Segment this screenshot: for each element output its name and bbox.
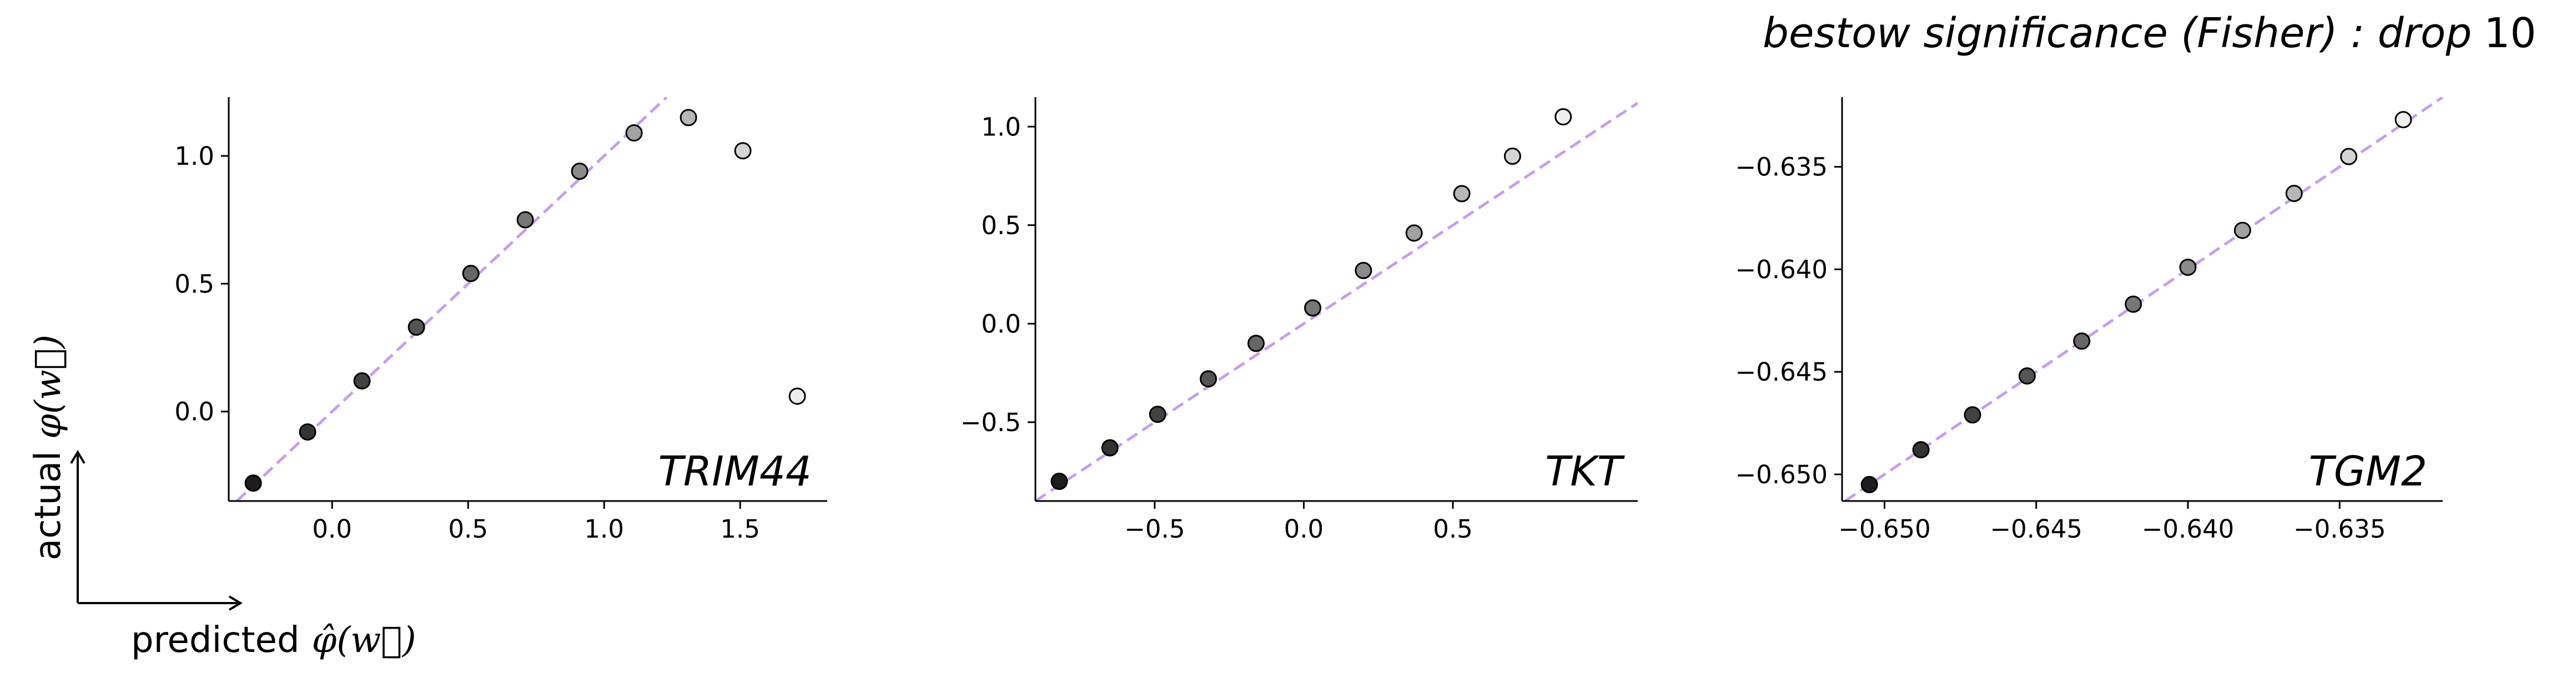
data-point <box>1405 224 1423 242</box>
data-point <box>1101 439 1119 457</box>
data-point <box>2073 332 2091 350</box>
data-point <box>1453 185 1471 203</box>
x-tick-label: 0.5 <box>1433 514 1473 544</box>
x-caption-math: φ̂(w⃗) <box>312 620 416 661</box>
data-point <box>734 142 752 160</box>
x-tick-label: 0.0 <box>312 514 352 544</box>
data-point <box>1200 370 1217 388</box>
y-tick-label: −0.645 <box>1735 357 1828 387</box>
panel-trim44: 0.0 0.5 1.0 1.5 0.0 0.5 1.0 TRIM44 <box>174 97 827 544</box>
data-point <box>1554 108 1572 126</box>
reference-line <box>235 97 668 501</box>
y-axis-caption: actual φ(w⃗) <box>28 335 69 560</box>
x-tick-label: −0.635 <box>2293 514 2386 544</box>
data-point <box>1304 299 1322 317</box>
data-point <box>2179 259 2197 276</box>
data-point <box>1912 441 1930 459</box>
x-arrowhead-icon <box>228 595 243 611</box>
data-point <box>788 387 806 405</box>
x-tick-label: −0.5 <box>1124 514 1185 544</box>
x-tick-label: 0.5 <box>448 514 488 544</box>
reference-line <box>1035 102 1638 501</box>
data-point <box>2285 185 2303 203</box>
panel-label: TGM2 <box>2309 448 2427 495</box>
y-caption-math: φ(w⃗) <box>28 335 69 439</box>
data-point <box>1860 475 1878 493</box>
reference-line <box>1844 97 2443 501</box>
x-caption-word: predicted <box>131 620 300 661</box>
panel-tgm2: −0.650 −0.645 −0.640 −0.635 −0.650 −0.645 −0.6… <box>1735 97 2443 544</box>
data-point <box>2340 148 2358 165</box>
data-point <box>299 423 316 441</box>
x-tick-label: −0.640 <box>2142 514 2235 544</box>
data-point <box>244 474 262 492</box>
data-point <box>1247 335 1265 352</box>
x-tick-label: −0.645 <box>1990 514 2082 544</box>
axis-key: predicted φ̂(w⃗) actual φ(w⃗) <box>28 335 416 661</box>
data-point <box>625 124 643 142</box>
y-tick-label: −0.640 <box>1735 255 1828 284</box>
y-tick-label: −0.650 <box>1735 460 1828 489</box>
x-tick-label: 0.0 <box>1284 514 1324 544</box>
x-tick-label: 1.5 <box>720 514 760 544</box>
data-point <box>2233 221 2251 239</box>
panel-label: TKT <box>1545 448 1626 495</box>
y-caption-word: actual <box>28 451 69 560</box>
y-tick-label: 1.0 <box>981 112 1021 141</box>
y-tick-label: −0.635 <box>1735 153 1828 182</box>
data-point <box>2394 111 2412 129</box>
data-point <box>1964 406 1981 424</box>
data-point <box>571 163 588 180</box>
y-tick-label: −0.5 <box>960 408 1021 437</box>
x-axis-caption: predicted φ̂(w⃗) <box>131 620 416 661</box>
y-tick-label: 0.5 <box>174 269 214 298</box>
x-tick-label: 1.0 <box>584 514 624 544</box>
panel-label: TRIM44 <box>658 448 812 495</box>
data-point <box>353 372 371 389</box>
y-tick-label: 1.0 <box>174 141 214 171</box>
figure-title: bestow significance (Fisher) : drop 10 <box>1763 9 2536 57</box>
y-tick-label: 0.0 <box>981 309 1021 338</box>
data-point <box>680 109 697 127</box>
data-point <box>1149 406 1166 423</box>
data-point <box>407 318 425 336</box>
data-point <box>516 211 534 229</box>
panel-tkt: −0.5 0.0 0.5 −0.5 0.0 0.5 1.0 TKT <box>960 97 1638 544</box>
figure-title-text: bestow significance (Fisher) : drop <box>1763 9 2472 57</box>
y-tick-label: 0.0 <box>174 397 214 427</box>
data-point <box>462 265 480 282</box>
data-point <box>1503 148 1521 165</box>
y-tick-label: 0.5 <box>981 211 1021 240</box>
figure-title-number: 10 <box>2484 9 2536 57</box>
data-point <box>2018 367 2036 385</box>
data-point <box>1050 472 1068 490</box>
data-point <box>2125 295 2142 313</box>
x-tick-label: −0.650 <box>1838 514 1931 544</box>
y-arrowhead-icon <box>70 450 85 464</box>
data-point <box>1355 262 1372 280</box>
